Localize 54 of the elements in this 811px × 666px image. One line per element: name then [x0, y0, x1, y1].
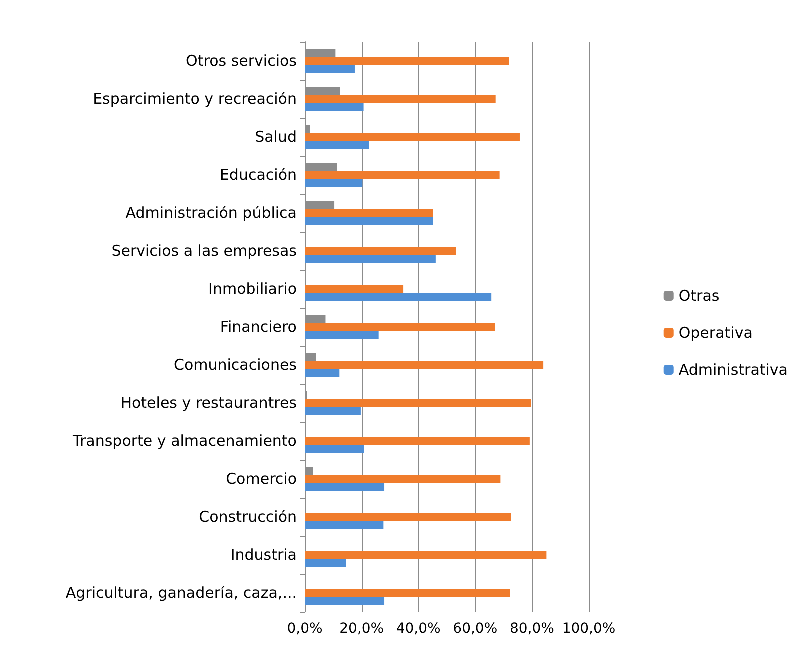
- bar: [305, 521, 384, 529]
- bar: [305, 323, 495, 331]
- y-tick-label: Comercio: [226, 470, 297, 488]
- y-tick-label: Transporte y almacenamiento: [72, 432, 297, 450]
- bar: [305, 285, 404, 293]
- x-tick-label: 0,0%: [287, 621, 323, 637]
- bar: [305, 255, 436, 263]
- bar: [305, 293, 492, 301]
- x-tick-label: 100,0%: [562, 621, 616, 637]
- y-tick-label: Educación: [220, 166, 297, 184]
- bar: [305, 513, 512, 521]
- bar: [305, 247, 456, 255]
- bar: [305, 437, 530, 445]
- y-tick-label: Hoteles y restaurantres: [120, 394, 298, 412]
- y-tick-label: Otros servicios: [186, 52, 298, 70]
- x-tick-label: 60,0%: [453, 621, 498, 637]
- legend-label: Administrativa: [678, 361, 788, 379]
- bar: [305, 597, 385, 605]
- x-tick-label: 40,0%: [396, 621, 441, 637]
- bar: [305, 399, 532, 407]
- y-tick-label: Salud: [255, 128, 297, 146]
- y-tick-label: Construcción: [199, 508, 297, 526]
- y-tick-label: Comunicaciones: [174, 356, 298, 374]
- bar: [305, 361, 544, 369]
- y-tick-label: Administración pública: [126, 204, 297, 222]
- bar: [305, 171, 500, 179]
- bar: [305, 369, 340, 377]
- x-tick-label: 20,0%: [340, 621, 384, 637]
- y-tick-label: Agricultura, ganadería, caza,...: [66, 584, 297, 602]
- bar: [305, 483, 385, 491]
- y-tick-label: Esparcimiento y recreación: [93, 90, 297, 108]
- bar: [305, 57, 510, 65]
- legend-label: Otras: [678, 287, 720, 305]
- bar: [305, 95, 496, 103]
- bar: [305, 103, 364, 111]
- bar: [305, 475, 501, 483]
- y-tick-label: Financiero: [220, 318, 297, 336]
- bar: [305, 445, 364, 453]
- legend-label: Operativa: [678, 324, 753, 342]
- x-tick-label: 80,0%: [510, 621, 554, 637]
- bar: [305, 133, 520, 141]
- bar: [305, 179, 363, 187]
- bar: [305, 141, 370, 149]
- bar: [305, 331, 379, 339]
- bar: [305, 217, 434, 225]
- y-tick-label: Industria: [230, 546, 297, 564]
- bar: [305, 551, 547, 559]
- bar: [305, 65, 355, 73]
- y-tick-label: Servicios a las empresas: [112, 242, 298, 260]
- y-tick-label: Inmobiliario: [208, 280, 297, 298]
- bar: [305, 209, 434, 217]
- bar: [305, 589, 510, 597]
- bar: [305, 559, 346, 567]
- bar: [305, 407, 361, 415]
